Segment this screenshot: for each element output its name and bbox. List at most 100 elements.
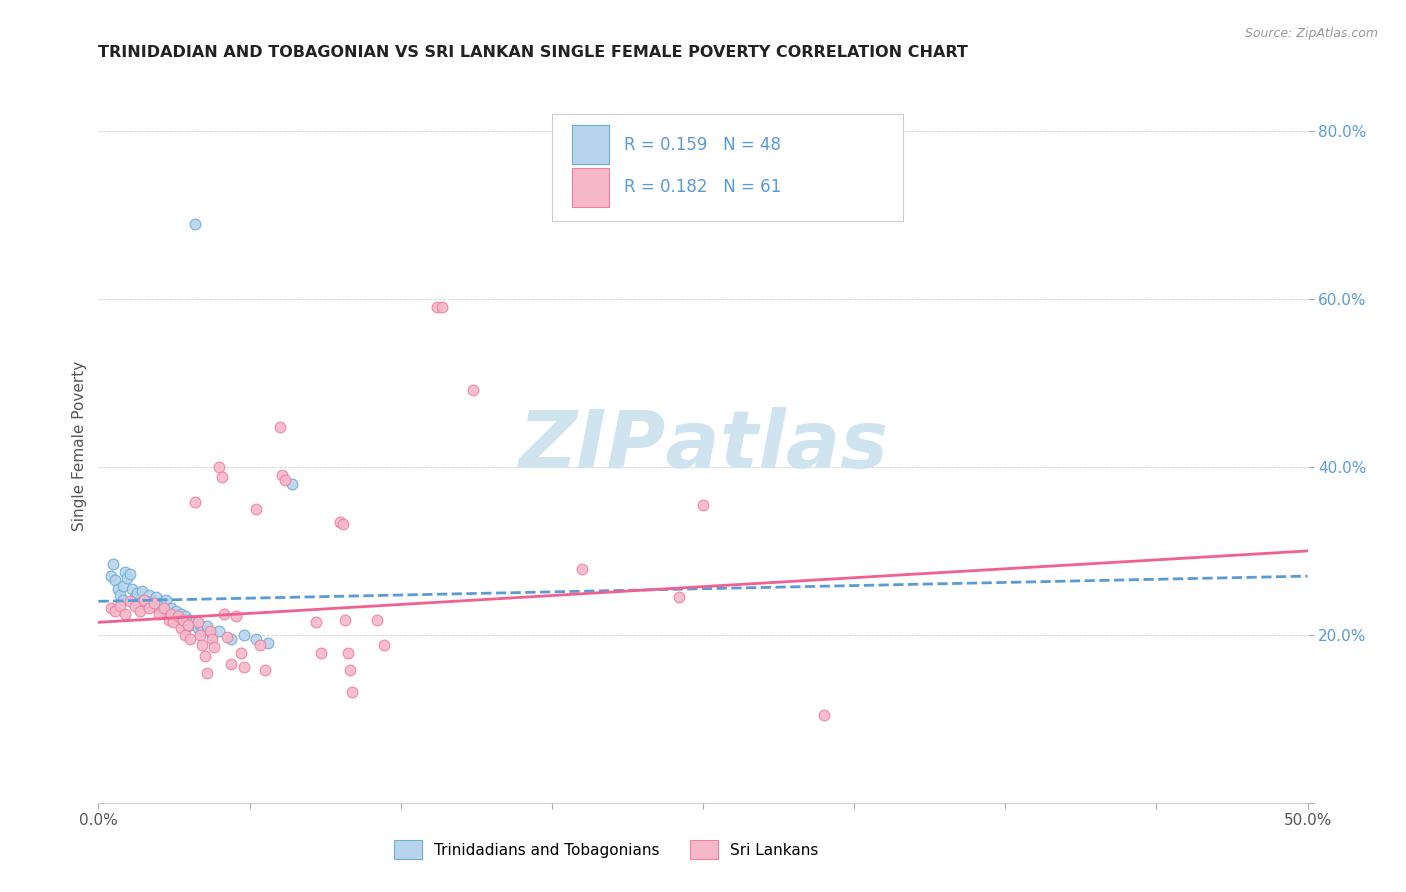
Point (198, 624, 221, 638)
Point (148, 601, 170, 615)
Point (305, 615, 328, 630)
Point (148, 607, 170, 621)
Point (232, 628, 254, 642)
Point (184, 217, 207, 231)
Point (187, 621, 209, 635)
Point (155, 592, 177, 607)
Point (172, 615, 194, 630)
Point (269, 419, 291, 434)
Text: R = 0.159   N = 48: R = 0.159 N = 48 (624, 136, 782, 153)
Point (174, 609, 197, 624)
Point (309, 646, 332, 660)
Point (162, 611, 184, 625)
Point (333, 613, 356, 627)
Point (134, 592, 156, 607)
Point (668, 590, 690, 604)
Point (339, 663, 361, 677)
Point (254, 663, 277, 677)
Point (118, 567, 141, 582)
Point (111, 579, 134, 593)
Point (201, 632, 224, 646)
Point (111, 592, 134, 607)
Point (117, 571, 139, 585)
Point (430, 301, 453, 315)
Point (127, 586, 149, 600)
Point (108, 588, 131, 602)
Point (215, 630, 238, 644)
Point (169, 607, 191, 621)
Point (160, 601, 183, 615)
Point (336, 646, 359, 660)
Point (107, 582, 129, 596)
Point (100, 601, 122, 615)
Point (131, 584, 153, 599)
Point (256, 636, 278, 650)
Point (249, 638, 271, 652)
Point (271, 468, 294, 483)
Point (191, 638, 214, 652)
Point (169, 621, 191, 635)
Point (225, 609, 247, 624)
Point (114, 607, 136, 621)
Point (172, 613, 194, 627)
Point (135, 599, 157, 613)
Point (366, 613, 388, 627)
Point (121, 582, 143, 596)
Legend: Trinidadians and Tobagonians, Sri Lankans: Trinidadians and Tobagonians, Sri Lankan… (387, 832, 825, 866)
Point (104, 574, 127, 588)
Point (208, 624, 231, 638)
Point (232, 660, 254, 674)
Point (373, 638, 395, 652)
Point (152, 601, 174, 615)
Point (177, 617, 200, 632)
Point (204, 640, 226, 655)
Point (208, 460, 231, 475)
Point (167, 613, 190, 627)
Point (177, 619, 200, 633)
Point (143, 599, 166, 613)
Point (118, 594, 141, 608)
FancyBboxPatch shape (551, 114, 903, 221)
FancyBboxPatch shape (572, 168, 609, 207)
Point (145, 590, 167, 604)
Point (108, 599, 131, 613)
Point (101, 557, 124, 571)
Point (124, 590, 146, 604)
Point (273, 473, 295, 487)
Point (184, 615, 207, 630)
Point (167, 609, 190, 624)
Point (245, 632, 267, 646)
Point (188, 628, 211, 642)
Text: R = 0.182   N = 61: R = 0.182 N = 61 (624, 178, 782, 196)
Point (201, 628, 224, 642)
Point (281, 476, 304, 491)
Point (329, 515, 352, 529)
Point (124, 599, 146, 613)
Point (128, 604, 150, 618)
Y-axis label: Single Female Poverty: Single Female Poverty (72, 361, 87, 531)
Point (150, 596, 173, 610)
Point (332, 517, 354, 532)
Point (174, 628, 197, 642)
Point (571, 562, 593, 576)
Text: TRINIDADIAN AND TOBAGONIAN VS SRI LANKAN SINGLE FEMALE POVERTY CORRELATION CHART: TRINIDADIAN AND TOBAGONIAN VS SRI LANKAN… (98, 45, 969, 60)
Point (134, 592, 156, 607)
Point (152, 604, 174, 618)
Point (187, 615, 209, 630)
Point (191, 624, 214, 638)
Point (211, 470, 233, 484)
Point (162, 615, 184, 630)
Point (128, 596, 150, 610)
Point (157, 607, 180, 621)
Point (143, 596, 166, 610)
Point (138, 601, 160, 615)
FancyBboxPatch shape (572, 125, 609, 164)
Point (212, 607, 235, 621)
Point (179, 613, 201, 627)
Point (229, 646, 252, 660)
Point (114, 565, 136, 579)
Point (157, 613, 180, 627)
Point (141, 594, 163, 608)
Point (813, 707, 835, 722)
Text: ZIP​atlas: ZIP​atlas (517, 407, 889, 485)
